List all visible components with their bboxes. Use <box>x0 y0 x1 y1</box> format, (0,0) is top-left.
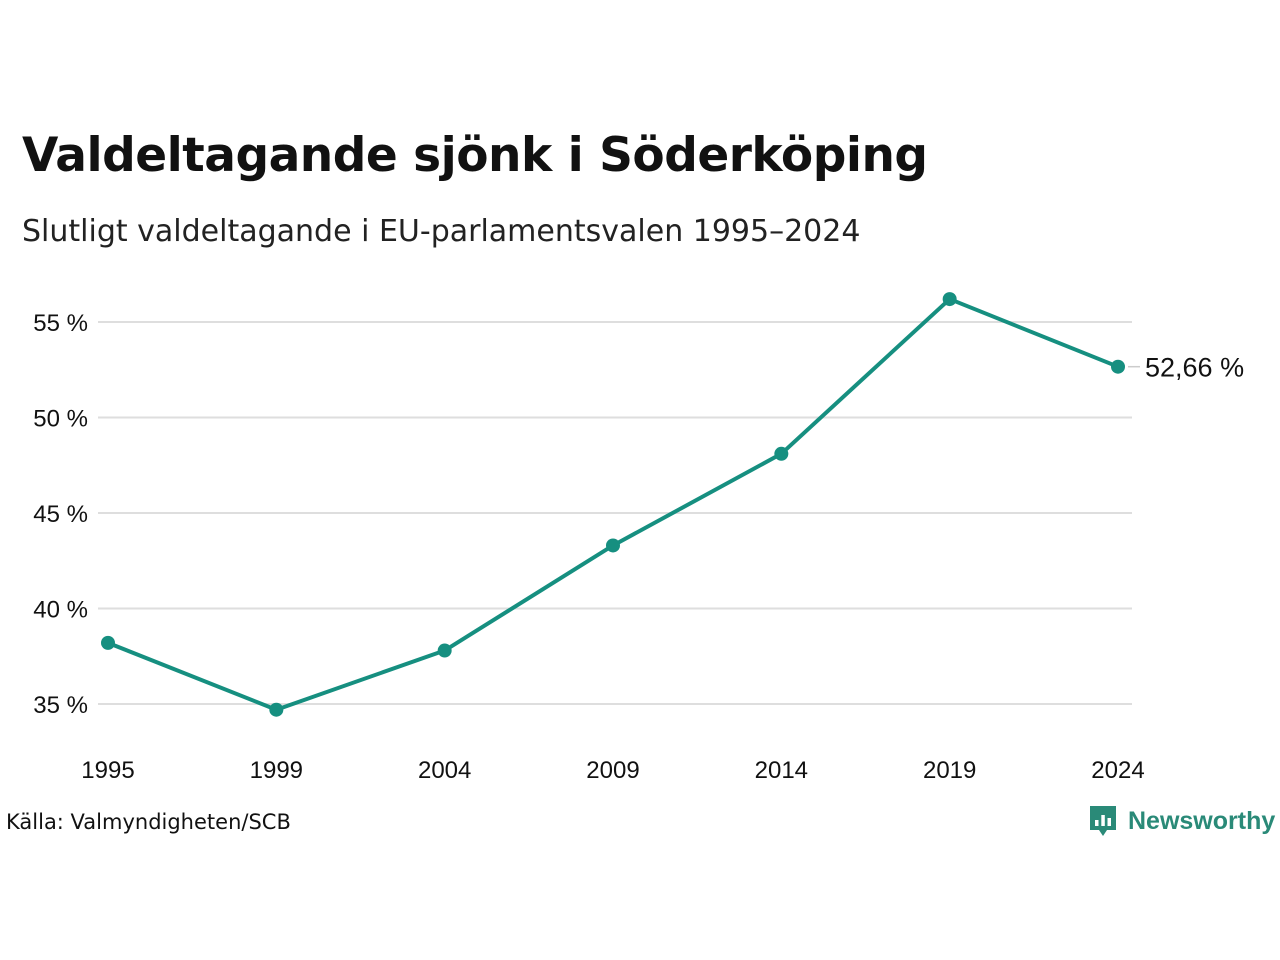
chart-title: Valdeltagande sjönk i Söderköping <box>22 128 928 183</box>
x-tick-label: 2014 <box>755 757 808 784</box>
x-tick-label: 1995 <box>81 757 134 784</box>
series-layer <box>101 292 1125 717</box>
x-tick-label: 2024 <box>1091 757 1144 784</box>
y-tick-label: 50 % <box>33 406 88 433</box>
y-axis-ticks: 35 % 40 % 45 % 50 % 55 % <box>33 310 88 719</box>
x-tick-label: 2019 <box>923 757 976 784</box>
y-tick-label: 40 % <box>33 597 88 624</box>
gridlines <box>98 321 1132 705</box>
series-line <box>106 297 1120 712</box>
chart-subtitle: Slutligt valdeltagande i EU-parlamentsva… <box>22 214 861 249</box>
x-tick-label: 1999 <box>250 757 303 784</box>
data-point <box>942 292 957 307</box>
brand-logo: Newsworthy <box>1088 804 1275 838</box>
x-axis-ticks: 1995 1999 2004 2009 2014 2019 2024 <box>81 757 1144 784</box>
brand-name: Newsworthy <box>1128 806 1276 835</box>
newsworthy-logo-icon <box>1090 806 1116 836</box>
data-point <box>774 446 789 461</box>
data-point <box>1111 359 1125 374</box>
data-point <box>269 702 284 717</box>
y-tick-label: 45 % <box>33 501 88 528</box>
data-point <box>606 538 620 553</box>
data-point <box>437 643 452 658</box>
x-tick-label: 2009 <box>586 757 639 784</box>
end-value-label: 52,66 % <box>1145 353 1244 383</box>
y-tick-label: 55 % <box>33 310 88 337</box>
data-point <box>101 635 115 650</box>
end-label-layer: 52,66 % <box>1128 353 1244 383</box>
y-tick-label: 35 % <box>33 692 88 719</box>
source-note: Källa: Valmyndigheten/SCB <box>6 810 291 834</box>
line-chart: 35 % 40 % 45 % 50 % 55 % 1995 1999 2004 2009 201… <box>33 292 1244 784</box>
x-tick-label: 2004 <box>418 757 471 784</box>
